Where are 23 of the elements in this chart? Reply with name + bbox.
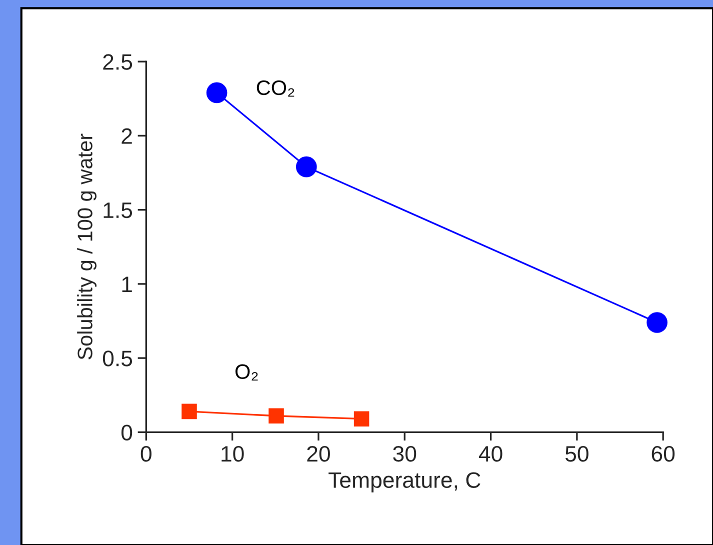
y-tick-label: 1.5 <box>104 202 132 218</box>
point <box>646 312 668 333</box>
y-axis-title: Solubility g / 100 g water <box>77 134 97 360</box>
point <box>354 411 370 426</box>
x-tick-label: 10 <box>222 446 244 462</box>
x-tick-label: 40 <box>478 446 502 462</box>
x-tick-label: 30 <box>393 446 416 462</box>
x-tick-label: 50 <box>565 446 588 462</box>
point <box>206 82 228 104</box>
y-tick-label: 1 <box>122 276 132 292</box>
y-tick-label: 0 <box>121 424 132 440</box>
point <box>268 408 284 424</box>
series-label: CO₂ <box>256 80 294 97</box>
x-axis-title: Temperature, C <box>328 472 480 492</box>
series-label: O₂ <box>235 364 258 381</box>
x-tick-label: 0 <box>140 446 152 462</box>
y-tick-label: 2 <box>122 128 132 144</box>
x-tick-label: 60 <box>652 446 675 462</box>
y-tick-label: 2.5 <box>103 54 132 70</box>
y-tick-label: 0.5 <box>102 350 132 366</box>
point <box>296 156 317 178</box>
point <box>182 404 197 420</box>
x-tick-label: 20 <box>307 446 330 462</box>
